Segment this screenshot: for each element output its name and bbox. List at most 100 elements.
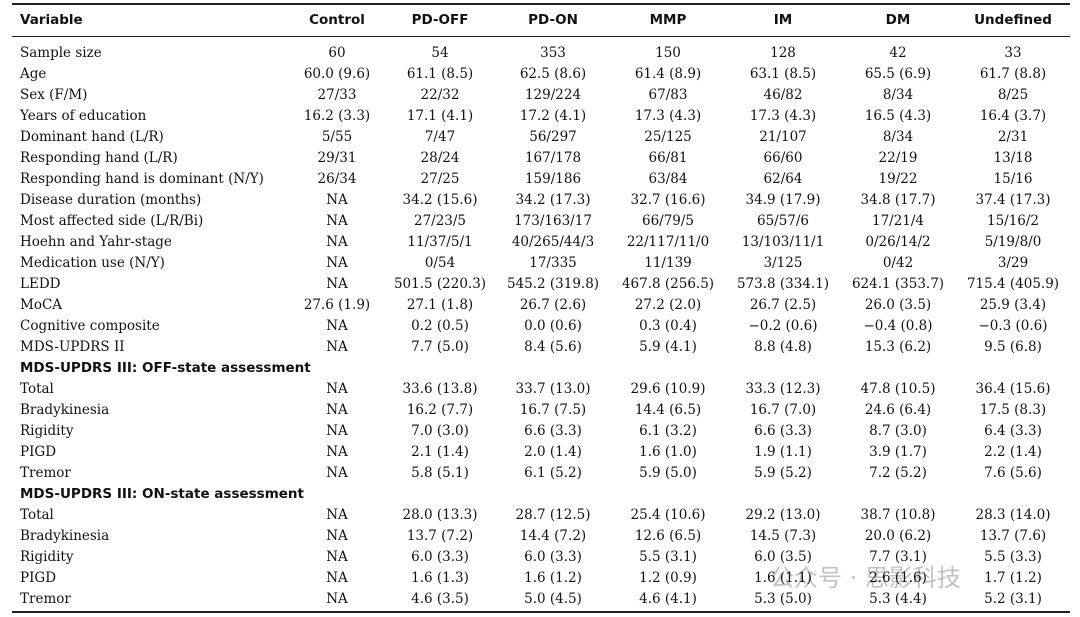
table-cell: 16.7 (7.5) [519,402,587,418]
table-cell: 6.0 (3.5) [754,549,812,565]
table-cell: 33 [1004,45,1022,61]
table-cell: 42 [889,45,907,61]
table-cell: 15/16 [993,171,1033,187]
table-cell: NA [326,528,348,544]
table-cell: 2.1 (1.4) [411,444,469,460]
table-cell: 60.0 (9.6) [303,66,371,82]
table-cell: 573.8 (334.1) [736,276,830,292]
table-cell: 66/81 [648,150,688,166]
table-cell: NA [326,591,348,607]
table-cell: 34.9 (17.9) [745,192,821,208]
table-cell: 17.2 (4.1) [519,108,587,124]
row-label: Rigidity [20,423,74,439]
row-label: Age [20,66,47,82]
row-label: MDS-UPDRS II [20,339,125,355]
table-cell: NA [326,318,348,334]
section-heading: MDS-UPDRS III: OFF-state assessment [20,360,311,376]
table-cell: 62/64 [763,171,803,187]
table-cell: 167/178 [524,150,582,166]
row-label: MoCA [20,297,63,313]
table-cell: 26.7 (2.5) [749,297,817,313]
table-cell: 8/34 [882,129,914,145]
table-cell: 17.5 (8.3) [979,402,1047,418]
table-cell: NA [326,507,348,523]
table-cell: 33.6 (13.8) [402,381,478,397]
table-cell: 1.6 (1.3) [411,570,469,586]
table-cell: 3/29 [997,255,1029,271]
table-cell: 129/224 [524,87,582,103]
header-rule [12,36,1070,37]
table-cell: 9.5 (6.8) [984,339,1042,355]
watermark: 公众号 · 思影科技 [770,564,961,592]
table-cell: 27/25 [420,171,460,187]
table-cell: 6.6 (3.3) [524,423,582,439]
row-label: Total [20,507,54,523]
top-rule [12,3,1070,5]
table-cell: 7.7 (5.0) [411,339,469,355]
table-cell: NA [326,570,348,586]
table-cell: NA [326,423,348,439]
row-label: Dominant hand (L/R) [20,129,164,145]
table-cell: 14.5 (7.3) [749,528,817,544]
table-cell: 36.4 (15.6) [975,381,1051,397]
row-label: Disease duration (months) [20,192,202,208]
table-cell: 27/23/5 [413,213,467,229]
table-cell: 62.5 (8.6) [519,66,587,82]
table-cell: 7.2 (5.2) [869,465,927,481]
table-cell: −0.4 (0.8) [863,318,933,334]
table-cell: 27.1 (1.8) [406,297,474,313]
table-cell: 61.7 (8.8) [979,66,1047,82]
table-cell: 63/84 [648,171,688,187]
column-header: PD-OFF [411,12,469,28]
table-cell: 0.0 (0.6) [524,318,582,334]
table-cell: 6.6 (3.3) [754,423,812,439]
table-cell: 15/16/2 [986,213,1040,229]
table-cell: 54 [431,45,449,61]
table-cell: 16.5 (4.3) [864,108,932,124]
table-cell: 1.9 (1.1) [754,444,812,460]
row-label: Bradykinesia [20,402,110,418]
table-cell: 25.9 (3.4) [979,297,1047,313]
table-cell: NA [326,549,348,565]
row-label: Tremor [20,465,71,481]
table-cell: 29.6 (10.9) [630,381,706,397]
table-cell: 5.5 (3.1) [639,549,697,565]
table-cell: 128 [770,45,796,61]
table-cell: 40/265/44/3 [511,234,595,250]
table-cell: 6.0 (3.3) [524,549,582,565]
table-cell: 159/186 [524,171,582,187]
table-cell: 16.4 (3.7) [979,108,1047,124]
table-cell: 17.1 (4.1) [406,108,474,124]
table-cell: 5.9 (4.1) [639,339,697,355]
row-label: Tremor [20,591,71,607]
table-cell: 6.0 (3.3) [411,549,469,565]
table-cell: 5.3 (4.4) [869,591,927,607]
row-label: Responding hand (L/R) [20,150,178,166]
table-cell: 13/103/11/1 [741,234,825,250]
bottom-rule [12,611,1070,613]
table-cell: 17.3 (4.3) [749,108,817,124]
row-label: Cognitive composite [20,318,160,334]
table-cell: 29.2 (13.0) [745,507,821,523]
table-cell: 11/139 [644,255,692,271]
row-label: Sex (F/M) [20,87,88,103]
column-header: Control [309,12,365,28]
table-cell: 2.6 (1.6) [869,570,927,586]
table-cell: 3.9 (1.7) [869,444,927,460]
table-cell: 33.7 (13.0) [515,381,591,397]
table-cell: 15.3 (6.2) [864,339,932,355]
table-cell: 12.6 (6.5) [634,528,702,544]
table-cell: 34.2 (17.3) [515,192,591,208]
table-cell: 5/55 [321,129,353,145]
column-header: Variable [20,12,83,28]
table-cell: 173/163/17 [514,213,592,229]
table-cell: 150 [655,45,681,61]
table-cell: 5.2 (3.1) [984,591,1042,607]
table-cell: 61.1 (8.5) [406,66,474,82]
table-cell: 13.7 (7.2) [406,528,474,544]
column-header: IM [773,12,793,28]
row-label: PIGD [20,444,57,460]
table-cell: 65/57/6 [756,213,810,229]
section-heading: MDS-UPDRS III: ON-state assessment [20,486,304,502]
